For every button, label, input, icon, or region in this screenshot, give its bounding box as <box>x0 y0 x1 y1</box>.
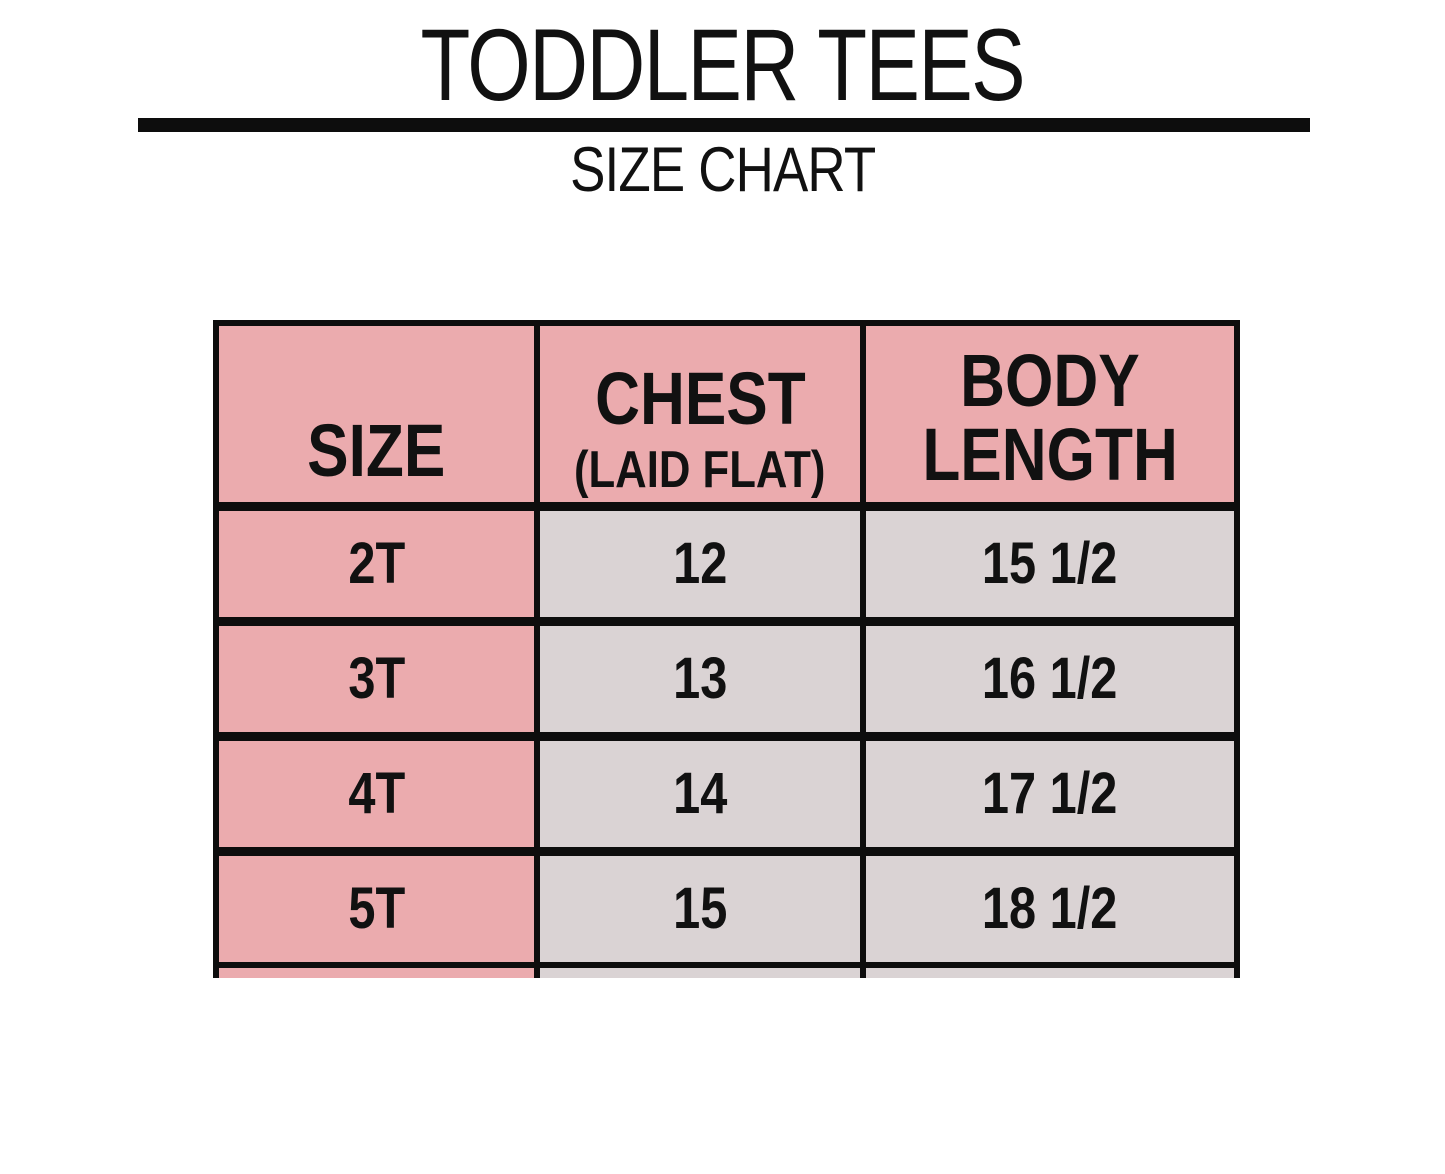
size-cell: 5T <box>219 847 534 962</box>
body-length-cell: 17 1/2 <box>860 732 1234 847</box>
chest-value: 14 <box>672 761 728 826</box>
size-cell: 2T <box>219 502 534 617</box>
body-length-cell: 18 1/2 <box>860 847 1234 962</box>
size-value: 4T <box>348 761 405 826</box>
size-value: 2T <box>348 531 405 596</box>
title-divider <box>138 118 1310 132</box>
chest-cell-cutoff <box>534 968 860 978</box>
page-subtitle: SIZE CHART <box>0 134 1445 206</box>
body-length-value: 15 1/2 <box>982 531 1118 596</box>
page-title-text: TODDLER TEES <box>420 8 1026 122</box>
column-header-body-length: BODY LENGTH <box>860 326 1234 502</box>
page-subtitle-text: SIZE CHART <box>569 135 876 205</box>
body-length-header-line1: BODY <box>960 339 1140 422</box>
table-row: 5T 15 18 1/2 <box>219 847 1234 962</box>
chest-value: 13 <box>672 646 728 711</box>
body-length-header-line2: LENGTH <box>922 413 1178 496</box>
table-row: 2T 12 15 1/2 <box>219 502 1234 617</box>
chest-cell: 13 <box>534 617 860 732</box>
body-length-cell: 16 1/2 <box>860 617 1234 732</box>
chest-value: 12 <box>672 531 728 596</box>
chest-cell: 12 <box>534 502 860 617</box>
table-row: 3T 13 16 1/2 <box>219 617 1234 732</box>
column-header-size: SIZE <box>219 326 534 502</box>
table-row: 4T 14 17 1/2 <box>219 732 1234 847</box>
body-length-cell-cutoff <box>860 968 1234 978</box>
size-value: 5T <box>348 876 405 941</box>
column-header-chest: CHEST (LAID FLAT) <box>534 326 860 502</box>
size-header-label: SIZE <box>307 409 446 492</box>
body-length-value: 18 1/2 <box>982 876 1118 941</box>
table-row-cutoff <box>219 968 1234 978</box>
chest-value: 15 <box>672 876 728 941</box>
body-length-value: 17 1/2 <box>982 761 1118 826</box>
page-title: TODDLER TEES <box>0 14 1445 116</box>
size-value: 3T <box>348 646 405 711</box>
body-length-value: 16 1/2 <box>982 646 1118 711</box>
chest-header-label: CHEST <box>594 357 806 440</box>
size-cell: 4T <box>219 732 534 847</box>
chest-header-sublabel: (LAID FLAT) <box>574 441 826 499</box>
size-cell-cutoff <box>219 968 534 978</box>
body-length-cell: 15 1/2 <box>860 502 1234 617</box>
table-bottom-border <box>219 962 1234 968</box>
size-chart-table: SIZE CHEST (LAID FLAT) BODY LENGTH 2T 12… <box>213 320 1240 978</box>
chest-cell: 15 <box>534 847 860 962</box>
table-header-row: SIZE CHEST (LAID FLAT) BODY LENGTH <box>219 326 1234 502</box>
chest-cell: 14 <box>534 732 860 847</box>
size-cell: 3T <box>219 617 534 732</box>
